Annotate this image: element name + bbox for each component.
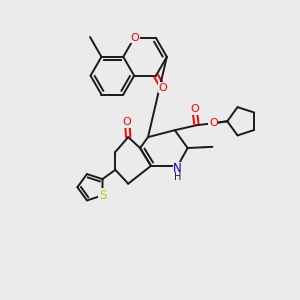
Text: O: O (123, 117, 132, 127)
Text: O: O (131, 33, 140, 43)
Text: S: S (99, 189, 106, 202)
Text: N: N (173, 162, 182, 175)
Text: O: O (190, 104, 199, 114)
Text: O: O (209, 118, 218, 128)
Text: O: O (158, 83, 167, 93)
Text: H: H (174, 172, 182, 182)
